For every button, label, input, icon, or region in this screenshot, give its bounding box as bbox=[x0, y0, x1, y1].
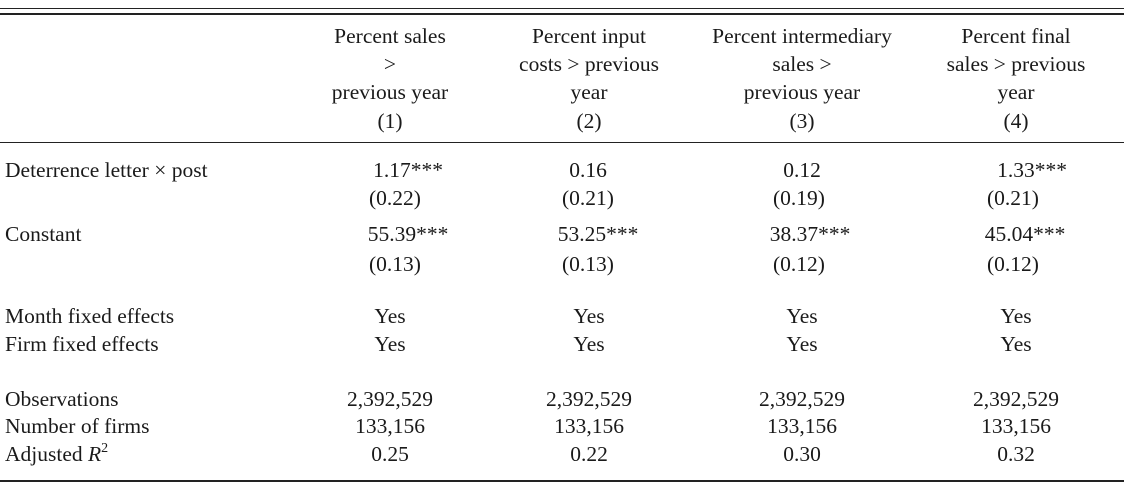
top-rule-thin bbox=[0, 8, 1124, 9]
adjusted-r2-variable: R bbox=[88, 442, 102, 466]
number-of-firms-cell: 133,156 bbox=[767, 414, 837, 438]
column-header-4: Percent final sales > previous year (4) bbox=[924, 22, 1108, 135]
se-cell: (0.12) bbox=[773, 252, 825, 276]
month-fe-cell: Yes bbox=[1000, 304, 1032, 328]
column-header-3: Percent intermediary sales > previous ye… bbox=[694, 22, 910, 135]
firm-fe-cell: Yes bbox=[786, 332, 818, 356]
coef-value: 1.17 bbox=[373, 158, 411, 182]
adjusted-r2-cell: 0.25 bbox=[371, 442, 409, 466]
coef-cell: 55.39*** bbox=[318, 220, 498, 248]
month-fe-cell: Yes bbox=[786, 304, 818, 328]
column-number: (1) bbox=[377, 109, 403, 133]
coef-value: 53.25 bbox=[557, 222, 607, 246]
observations-cell: 2,392,529 bbox=[546, 387, 632, 411]
column-header-line: Percent intermediary bbox=[712, 24, 892, 48]
column-header-line: year bbox=[570, 80, 608, 104]
adjusted-r2-superscript: 2 bbox=[101, 441, 109, 456]
se-cell: (0.13) bbox=[562, 252, 614, 276]
significance-stars: *** bbox=[1033, 222, 1066, 246]
coef-value: 55.39 bbox=[367, 222, 417, 246]
column-header-line: Percent sales bbox=[334, 24, 446, 48]
coef-value: 38.37 bbox=[769, 222, 819, 246]
column-header-1: Percent sales > previous year (1) bbox=[300, 22, 480, 135]
observations-cell: 2,392,529 bbox=[347, 387, 433, 411]
header-rule bbox=[0, 142, 1124, 143]
column-header-line: > bbox=[383, 52, 397, 76]
number-of-firms-cell: 133,156 bbox=[355, 414, 425, 438]
column-header-line: Percent final bbox=[961, 24, 1071, 48]
coef-value: 0.16 bbox=[569, 158, 607, 182]
row-label-deterrence: Deterrence letter × post bbox=[5, 158, 208, 182]
column-header-line: previous year bbox=[331, 80, 449, 104]
column-number: (4) bbox=[1003, 109, 1029, 133]
row-label-observations: Observations bbox=[5, 387, 119, 411]
column-header-line: sales > previous bbox=[946, 52, 1086, 76]
column-number: (2) bbox=[576, 109, 602, 133]
row-label-number-of-firms: Number of firms bbox=[5, 414, 150, 438]
adjusted-r2-cell: 0.32 bbox=[997, 442, 1035, 466]
firm-fe-cell: Yes bbox=[374, 332, 406, 356]
column-header-line: year bbox=[997, 80, 1035, 104]
se-cell: (0.21) bbox=[987, 186, 1039, 210]
month-fe-cell: Yes bbox=[573, 304, 605, 328]
column-header-line: Percent input bbox=[531, 24, 647, 48]
significance-stars: *** bbox=[818, 222, 851, 246]
number-of-firms-cell: 133,156 bbox=[981, 414, 1051, 438]
adjusted-r2-cell: 0.30 bbox=[783, 442, 821, 466]
coef-cell: 1.17*** bbox=[318, 156, 498, 184]
coef-value: 0.12 bbox=[783, 158, 821, 182]
column-header-line: sales > bbox=[772, 52, 832, 76]
month-fe-cell: Yes bbox=[374, 304, 406, 328]
significance-stars: *** bbox=[410, 158, 443, 182]
adjusted-r2-prefix: Adjusted bbox=[5, 442, 89, 466]
significance-stars: *** bbox=[416, 222, 449, 246]
significance-stars: *** bbox=[1034, 158, 1067, 182]
se-cell: (0.22) bbox=[369, 186, 421, 210]
row-label-firm-fe: Firm fixed effects bbox=[5, 332, 159, 356]
row-label-constant: Constant bbox=[5, 222, 82, 246]
coef-cell: 45.04*** bbox=[935, 220, 1115, 248]
column-header-line: previous year bbox=[743, 80, 861, 104]
row-label-month-fe: Month fixed effects bbox=[5, 304, 175, 328]
coef-value: 1.33 bbox=[997, 158, 1035, 182]
significance-stars: *** bbox=[606, 222, 639, 246]
se-cell: (0.19) bbox=[773, 186, 825, 210]
adjusted-r2-cell: 0.22 bbox=[570, 442, 608, 466]
firm-fe-cell: Yes bbox=[1000, 332, 1032, 356]
se-cell: (0.12) bbox=[987, 252, 1039, 276]
coef-cell: 0.16 bbox=[498, 156, 678, 184]
se-cell: (0.13) bbox=[369, 252, 421, 276]
top-rule-thick bbox=[0, 13, 1124, 15]
coef-cell: 38.37*** bbox=[720, 220, 900, 248]
column-number: (3) bbox=[789, 109, 815, 133]
coef-cell: 0.12 bbox=[712, 156, 892, 184]
bottom-rule bbox=[0, 480, 1124, 482]
se-cell: (0.21) bbox=[562, 186, 614, 210]
coef-cell: 53.25*** bbox=[508, 220, 688, 248]
column-header-2: Percent input costs > previous year (2) bbox=[497, 22, 681, 135]
column-header-line: costs > previous bbox=[519, 52, 659, 76]
firm-fe-cell: Yes bbox=[573, 332, 605, 356]
coef-cell: 1.33*** bbox=[942, 156, 1122, 184]
observations-cell: 2,392,529 bbox=[973, 387, 1059, 411]
row-label-adjusted-r2: Adjusted R2 bbox=[5, 440, 108, 468]
coef-value: 45.04 bbox=[984, 222, 1034, 246]
number-of-firms-cell: 133,156 bbox=[554, 414, 624, 438]
observations-cell: 2,392,529 bbox=[759, 387, 845, 411]
